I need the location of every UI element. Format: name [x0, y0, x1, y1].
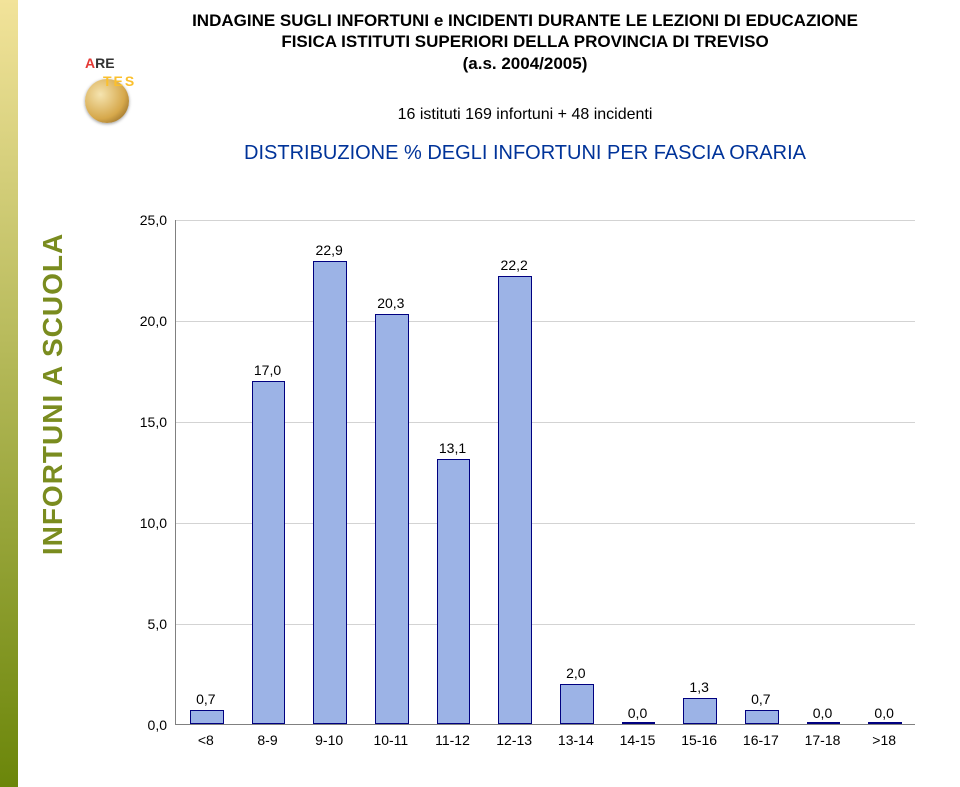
title-block: INDAGINE SUGLI INFORTUNI e INCIDENTI DUR…	[100, 0, 950, 74]
x-tick-label: 15-16	[681, 732, 717, 748]
gridline	[176, 523, 915, 524]
bar-value-label: 1,3	[689, 679, 708, 695]
title-line3: (a.s. 2004/2005)	[100, 53, 950, 74]
chart-area: 0,05,010,015,020,025,00,7<817,08-922,99-…	[125, 220, 935, 775]
bar	[683, 698, 717, 724]
chart-title: DISTRIBUZIONE % DEGLI INFORTUNI PER FASC…	[100, 142, 950, 165]
bar-value-label: 0,0	[874, 705, 893, 721]
y-tick-label: 20,0	[125, 313, 167, 329]
bar-value-label: 2,0	[566, 665, 585, 681]
bar-value-label: 13,1	[439, 440, 466, 456]
x-tick-label: 10-11	[373, 732, 408, 748]
content-area: INDAGINE SUGLI INFORTUNI e INCIDENTI DUR…	[100, 0, 950, 787]
sidebar-label-text: INFORTUNI A SCUOLA	[37, 232, 69, 554]
title-line1: INDAGINE SUGLI INFORTUNI e INCIDENTI DUR…	[100, 10, 950, 31]
bar-value-label: 0,0	[813, 705, 832, 721]
title-line2: FISICA ISTITUTI SUPERIORI DELLA PROVINCI…	[100, 31, 950, 52]
x-tick-label: 14-15	[620, 732, 656, 748]
x-tick-label: 8-9	[257, 732, 277, 748]
bar	[375, 314, 409, 724]
logo-arctes: ARE TES	[85, 55, 185, 125]
x-tick-label: 17-18	[805, 732, 841, 748]
bar	[437, 459, 471, 724]
bar-value-label: 17,0	[254, 362, 281, 378]
x-tick-label: <8	[198, 732, 214, 748]
y-tick-label: 0,0	[125, 717, 167, 733]
bar	[498, 276, 532, 724]
bar-value-label: 0,0	[628, 705, 647, 721]
bar	[745, 710, 779, 724]
x-tick-label: >18	[872, 732, 896, 748]
left-color-band	[0, 0, 18, 787]
gridline	[176, 422, 915, 423]
bar-value-label: 0,7	[751, 691, 770, 707]
y-tick-label: 5,0	[125, 616, 167, 632]
x-tick-label: 12-13	[496, 732, 532, 748]
bar-value-label: 0,7	[196, 691, 215, 707]
gridline	[176, 321, 915, 322]
bar	[560, 684, 594, 724]
bar	[807, 722, 841, 724]
gridline	[176, 624, 915, 625]
bar-value-label: 22,9	[316, 242, 343, 258]
bar-value-label: 20,3	[377, 295, 404, 311]
x-tick-label: 13-14	[558, 732, 594, 748]
y-tick-label: 15,0	[125, 414, 167, 430]
bar	[252, 381, 286, 724]
bar	[622, 722, 656, 724]
bar-value-label: 22,2	[501, 257, 528, 273]
y-tick-label: 10,0	[125, 515, 167, 531]
sidebar-label: INFORTUNI A SCUOLA	[18, 0, 88, 787]
bar	[313, 261, 347, 724]
bar	[868, 722, 902, 724]
y-tick-label: 25,0	[125, 212, 167, 228]
plot-region	[175, 220, 915, 725]
bar	[190, 710, 224, 724]
x-tick-label: 9-10	[315, 732, 343, 748]
x-tick-label: 11-12	[435, 732, 470, 748]
subtitle-stats: 16 istituti 169 infortuni + 48 incidenti	[100, 106, 950, 124]
x-tick-label: 16-17	[743, 732, 779, 748]
gridline	[176, 220, 915, 221]
